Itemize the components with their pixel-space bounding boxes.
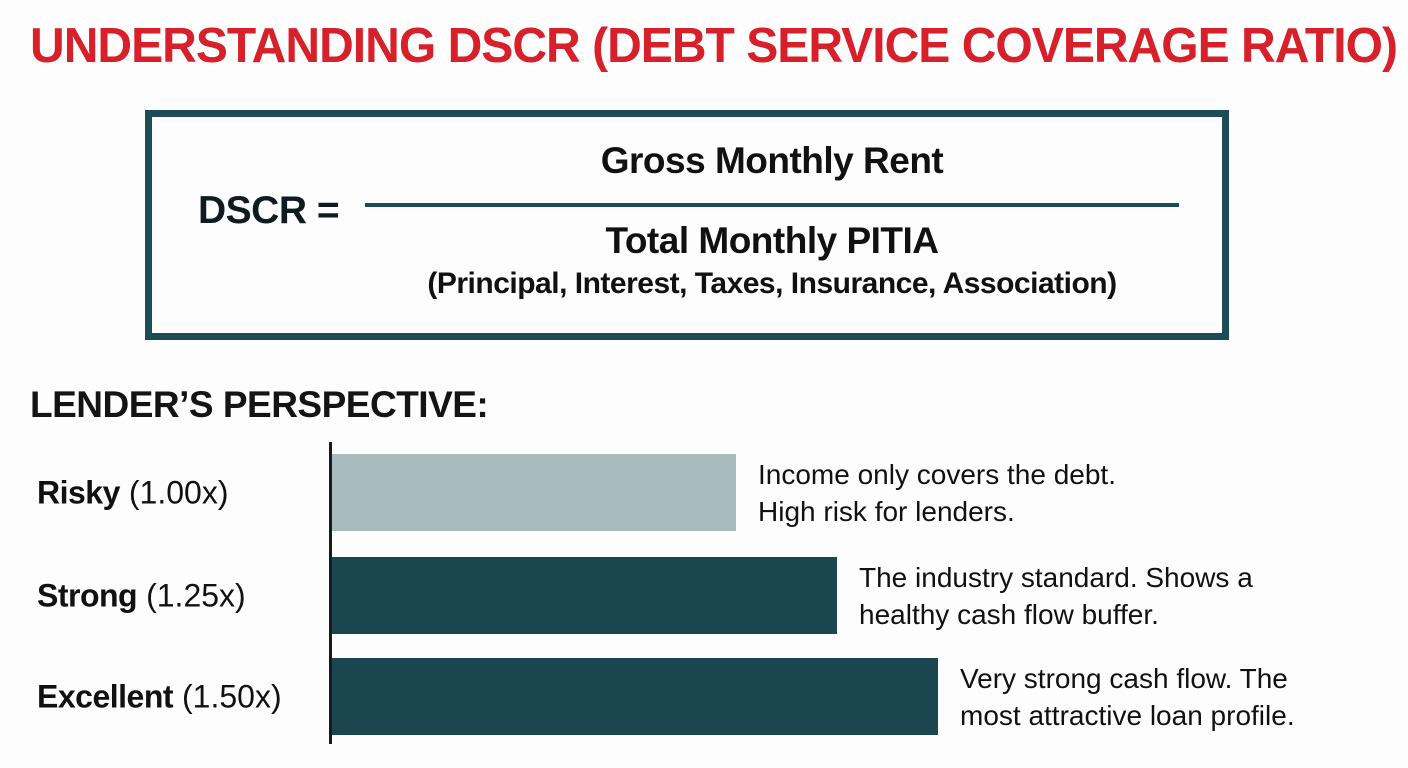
- formula-numerator: Gross Monthly Rent: [600, 140, 944, 181]
- row-category-name: Risky: [37, 474, 120, 510]
- bar-excellent: [332, 658, 938, 735]
- chart-y-axis: [329, 442, 332, 744]
- bar-wrap: The industry standard. Shows a healthy c…: [332, 557, 1253, 634]
- section-heading: LENDER’S PERSPECTIVE:: [30, 384, 489, 425]
- formula-box: DSCR = Gross Monthly Rent Total Monthly …: [145, 110, 1229, 340]
- bar-wrap: Income only covers the debt. High risk f…: [332, 454, 1116, 531]
- row-category-name: Excellent: [37, 678, 174, 714]
- bar-annotation: The industry standard. Shows a healthy c…: [859, 561, 1253, 630]
- formula-denominator-note: (Principal, Interest, Taxes, Insurance, …: [427, 267, 1117, 300]
- bar-annotation: Very strong cash flow. The most attracti…: [960, 662, 1295, 731]
- formula-denominator: Total Monthly PITIA: [605, 220, 939, 261]
- chart-row-risky: Risky (1.00x) Income only covers the debt…: [0, 454, 1408, 531]
- bar-annotation: Income only covers the debt. High risk f…: [758, 458, 1116, 527]
- formula-fraction: Gross Monthly Rent Total Monthly PITIA (…: [365, 139, 1179, 303]
- row-label: Risky (1.00x): [37, 474, 228, 511]
- bar-wrap: Very strong cash flow. The most attracti…: [332, 658, 1295, 735]
- bar-risky: [332, 454, 736, 531]
- chart-row-excellent: Excellent (1.50x) Very strong cash flow. …: [0, 658, 1408, 735]
- row-ratio-value: (1.25x): [146, 577, 246, 613]
- fraction-line: [365, 203, 1179, 207]
- formula-lhs: DSCR =: [198, 189, 340, 232]
- chart-row-strong: Strong (1.25x) The industry standard. Sho…: [0, 557, 1408, 634]
- row-ratio-value: (1.00x): [128, 474, 229, 510]
- bar-strong: [332, 557, 837, 634]
- row-label: Excellent (1.50x): [37, 678, 282, 715]
- row-ratio-value: (1.50x): [182, 678, 282, 714]
- page-title: UNDERSTANDING DSCR (DEBT SERVICE COVERAG…: [30, 19, 1398, 73]
- row-label: Strong (1.25x): [37, 577, 246, 614]
- row-category-name: Strong: [37, 577, 138, 613]
